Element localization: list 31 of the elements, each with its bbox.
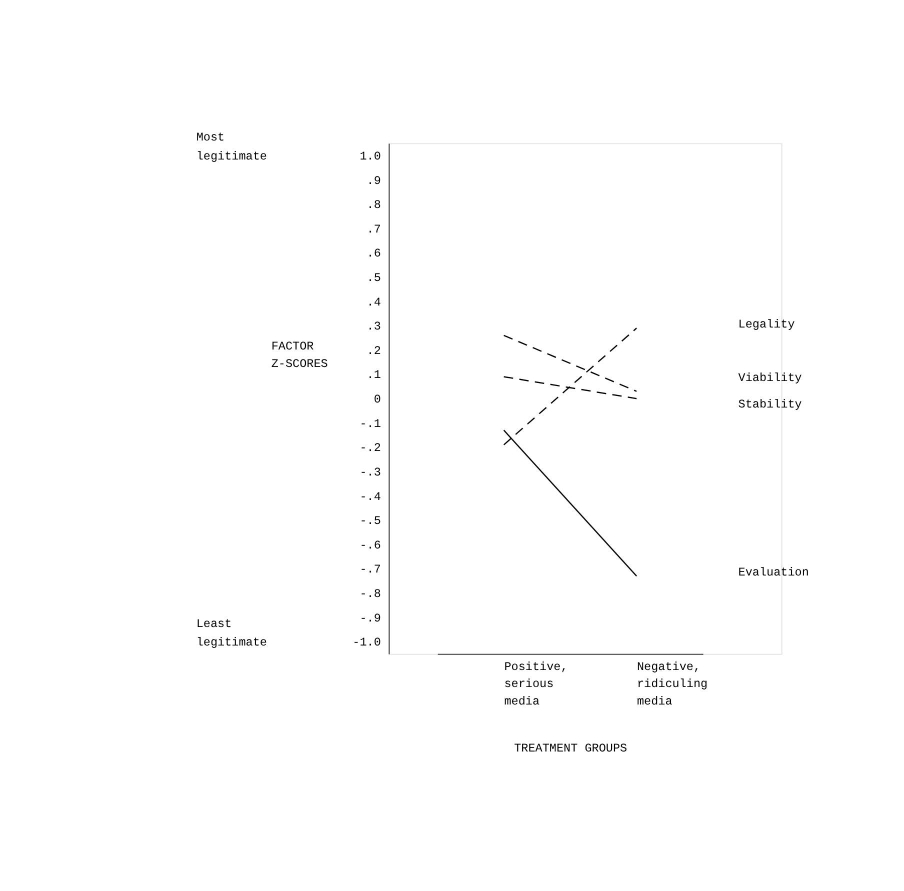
x-tick-label: Negative, ridiculing media bbox=[636, 660, 708, 709]
y-tick-label: .5 bbox=[366, 270, 381, 285]
text: Least legitimate bbox=[196, 616, 267, 650]
text: Most legitimate bbox=[196, 130, 267, 164]
y-tick-label: .2 bbox=[366, 344, 381, 358]
y-tick-label: .3 bbox=[366, 320, 381, 334]
y-tick-label: .6 bbox=[366, 246, 381, 261]
y-tick-label: -.4 bbox=[360, 490, 381, 504]
y-tick-label: -1.0 bbox=[352, 636, 381, 650]
text: Legality bbox=[738, 317, 795, 332]
y-tick-label: -.3 bbox=[360, 465, 381, 480]
y-tick-label: 1.0 bbox=[360, 149, 381, 164]
y-tick-label: -.6 bbox=[360, 538, 381, 552]
y-tick-label: -.9 bbox=[360, 611, 381, 626]
y-tick-label: -.7 bbox=[360, 562, 381, 577]
y-tick-label: -.8 bbox=[360, 587, 381, 602]
text: Evaluation bbox=[738, 565, 809, 580]
text: Viability bbox=[738, 370, 802, 385]
x-axis-title: TREATMENT GROUPS bbox=[514, 742, 628, 756]
y-tick-label: 0 bbox=[374, 392, 381, 407]
y-tick-label: -.2 bbox=[360, 441, 381, 456]
y-tick-label: .8 bbox=[366, 198, 381, 212]
y-tick-label: .1 bbox=[366, 368, 381, 382]
x-tick-label: Positive, serious media bbox=[504, 660, 568, 709]
y-tick-label: .9 bbox=[366, 174, 381, 188]
y-tick-label: -.5 bbox=[360, 514, 381, 528]
y-tick-label: .7 bbox=[366, 222, 381, 236]
y-tick-label: .4 bbox=[366, 295, 381, 310]
y-tick-label: -.1 bbox=[360, 416, 381, 431]
text: Stability bbox=[738, 398, 802, 412]
y-axis-title: FACTOR Z-SCORES bbox=[271, 340, 328, 371]
